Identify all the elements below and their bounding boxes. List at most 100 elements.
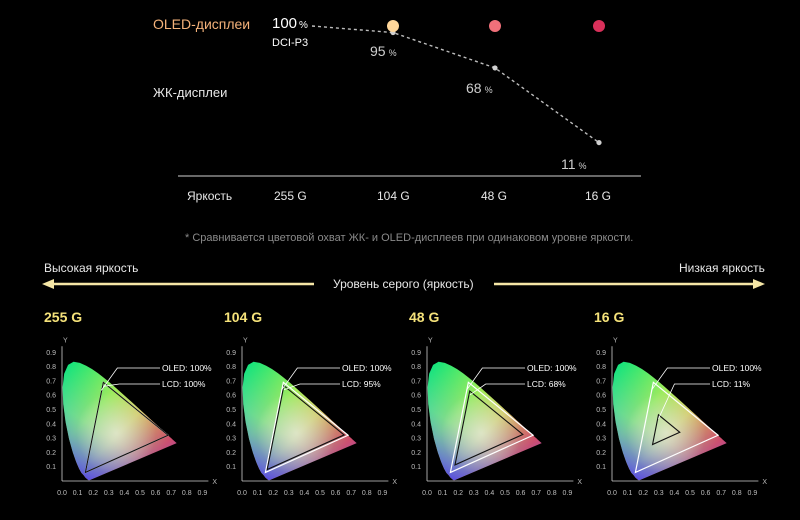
- x-tick-label: 0.6: [701, 490, 711, 497]
- oled-gamut-label: OLED: 100%: [162, 363, 212, 373]
- x-axis-title: X: [762, 479, 767, 486]
- x-tick-label: 0.6: [331, 490, 341, 497]
- y-tick-label: 0.9: [226, 350, 236, 357]
- lcd-gamut-triangle: [454, 390, 524, 466]
- y-tick-label: 0.1: [596, 464, 606, 471]
- oled-leader-line: [101, 367, 160, 391]
- y-tick-label: 0.8: [226, 364, 236, 371]
- x-tick-label: 0.0: [57, 490, 67, 497]
- lcd-gamut-label: LCD: 68%: [527, 379, 566, 389]
- band-left-label: Высокая яркость: [44, 261, 139, 275]
- cie-panel-255g: 255 G 0.0 0.1 0.2 0.3 0.4 0.5 0.6 0.7 0.8 0.9 0.1 0.…: [40, 305, 220, 515]
- x-tick-label: 0.1: [623, 490, 633, 497]
- x-tick-255g: 255 G: [274, 189, 307, 203]
- y-tick-label: 0.8: [596, 364, 606, 371]
- oled-leader-line: [466, 367, 525, 391]
- cie-panel-16g: 16 G 0.0 0.1 0.2 0.3 0.4 0.5 0.6 0.7 0.8 0.9 0.1 0.2…: [590, 305, 770, 515]
- x-tick-label: 0.4: [485, 490, 495, 497]
- lcd-point-48g: [492, 65, 498, 71]
- lcd-gamut-triangle: [84, 381, 170, 474]
- oled-gamut-label: OLED: 100%: [712, 363, 762, 373]
- oled-gamut-label: OLED: 100%: [342, 363, 392, 373]
- x-tick-label: 0.8: [362, 490, 372, 497]
- y-tick-label: 0.3: [411, 436, 421, 443]
- cie-diagram: 0.0 0.1 0.2 0.3 0.4 0.5 0.6 0.7 0.8 0.9 0.1 0.2 0.3 0…: [596, 337, 767, 497]
- y-axis-title: Y: [243, 337, 248, 344]
- lcd-leader-line: [469, 383, 525, 396]
- x-tick-label: 0.7: [716, 490, 726, 497]
- x-tick-label: 0.1: [253, 490, 263, 497]
- x-tick-label: 0.4: [120, 490, 130, 497]
- y-tick-label: 0.3: [46, 436, 56, 443]
- panel-title: 16 G: [594, 309, 625, 325]
- x-axis-title: X: [577, 479, 582, 486]
- y-tick-label: 0.2: [596, 450, 606, 457]
- panel-title: 48 G: [409, 309, 440, 325]
- x-tick-label: 0.5: [135, 490, 145, 497]
- x-tick-label: 0.7: [346, 490, 356, 497]
- start-value-label: 100%: [272, 15, 308, 32]
- oled-leader-line: [651, 367, 710, 391]
- x-tick-label: 0.8: [732, 490, 742, 497]
- y-tick-label: 0.4: [596, 421, 606, 428]
- band-right-label: Низкая яркость: [679, 261, 765, 275]
- oled-gamut-label: OLED: 100%: [527, 363, 577, 373]
- x-tick-label: 0.1: [438, 490, 448, 497]
- lcd-leader-line: [283, 383, 340, 391]
- data-label-48g: 68%: [466, 80, 493, 96]
- x-tick-48g: 48 G: [481, 189, 508, 203]
- y-tick-label: 0.1: [411, 464, 421, 471]
- y-axis-title: Y: [428, 337, 433, 344]
- footnote: * Сравнивается цветовой охват ЖК- и OLED…: [185, 232, 634, 244]
- x-tick-label: 0.7: [531, 490, 541, 497]
- y-tick-label: 0.7: [226, 378, 236, 385]
- x-tick-label: 0.0: [607, 490, 617, 497]
- y-tick-label: 0.8: [411, 364, 421, 371]
- data-label-48g-value: 68: [466, 80, 482, 96]
- x-tick-label: 0.2: [638, 490, 648, 497]
- data-label-104g: 95%: [370, 43, 397, 59]
- y-tick-label: 0.2: [46, 450, 56, 457]
- x-tick-label: 0.8: [547, 490, 557, 497]
- panel-title: 104 G: [224, 309, 263, 325]
- y-tick-label: 0.5: [596, 407, 606, 414]
- lcd-leader-line: [103, 383, 160, 387]
- y-tick-label: 0.6: [596, 393, 606, 400]
- y-tick-label: 0.7: [596, 378, 606, 385]
- x-tick-label: 0.7: [166, 490, 176, 497]
- y-tick-label: 0.3: [596, 436, 606, 443]
- x-tick-label: 0.4: [670, 490, 680, 497]
- series-label-oled: OLED-дисплеи: [153, 16, 251, 32]
- lcd-point-16g: [596, 139, 602, 146]
- y-tick-label: 0.5: [46, 407, 56, 414]
- x-tick-16g: 16 G: [585, 189, 612, 203]
- y-tick-label: 0.6: [226, 393, 236, 400]
- oled-gamut-triangle: [449, 381, 535, 474]
- cie-diagram: 0.0 0.1 0.2 0.3 0.4 0.5 0.6 0.7 0.8 0.9 0.1 0.2 0.3 0…: [226, 337, 397, 497]
- oled-gamut-triangle: [264, 381, 350, 474]
- x-tick-label: 0.1: [73, 490, 83, 497]
- oled-point-104g: [387, 20, 399, 32]
- y-axis-title: Y: [613, 337, 618, 344]
- y-tick-label: 0.9: [411, 350, 421, 357]
- lcd-leader-line: [658, 383, 710, 419]
- series-label-lcd: ЖК-дисплеи: [153, 85, 228, 100]
- x-tick-label: 0.0: [237, 490, 247, 497]
- y-tick-label: 0.9: [596, 350, 606, 357]
- x-tick-label: 0.2: [88, 490, 98, 497]
- x-tick-label: 0.8: [182, 490, 192, 497]
- y-tick-label: 0.8: [46, 364, 56, 371]
- x-tick-label: 0.2: [268, 490, 278, 497]
- y-tick-label: 0.4: [226, 421, 236, 428]
- x-tick-label: 0.6: [151, 490, 161, 497]
- x-tick-label: 0.6: [516, 490, 526, 497]
- y-tick-label: 0.5: [226, 407, 236, 414]
- x-tick-label: 0.0: [422, 490, 432, 497]
- lcd-gamut-label: LCD: 95%: [342, 379, 381, 389]
- start-value-unit: %: [299, 20, 308, 31]
- x-tick-label: 0.9: [198, 490, 208, 497]
- band-center-label: Уровень серого (яркость): [333, 277, 474, 291]
- cie-panel-48g: 48 G 0.0 0.1 0.2 0.3 0.4 0.5 0.6 0.7 0.8 0.9 0.1 0.2…: [405, 305, 585, 515]
- cie-panel-104g: 104 G 0.0 0.1 0.2 0.3 0.4 0.5 0.6 0.7 0.8 0.9 0.1 0.…: [220, 305, 400, 515]
- spectral-locus-white: [612, 361, 727, 481]
